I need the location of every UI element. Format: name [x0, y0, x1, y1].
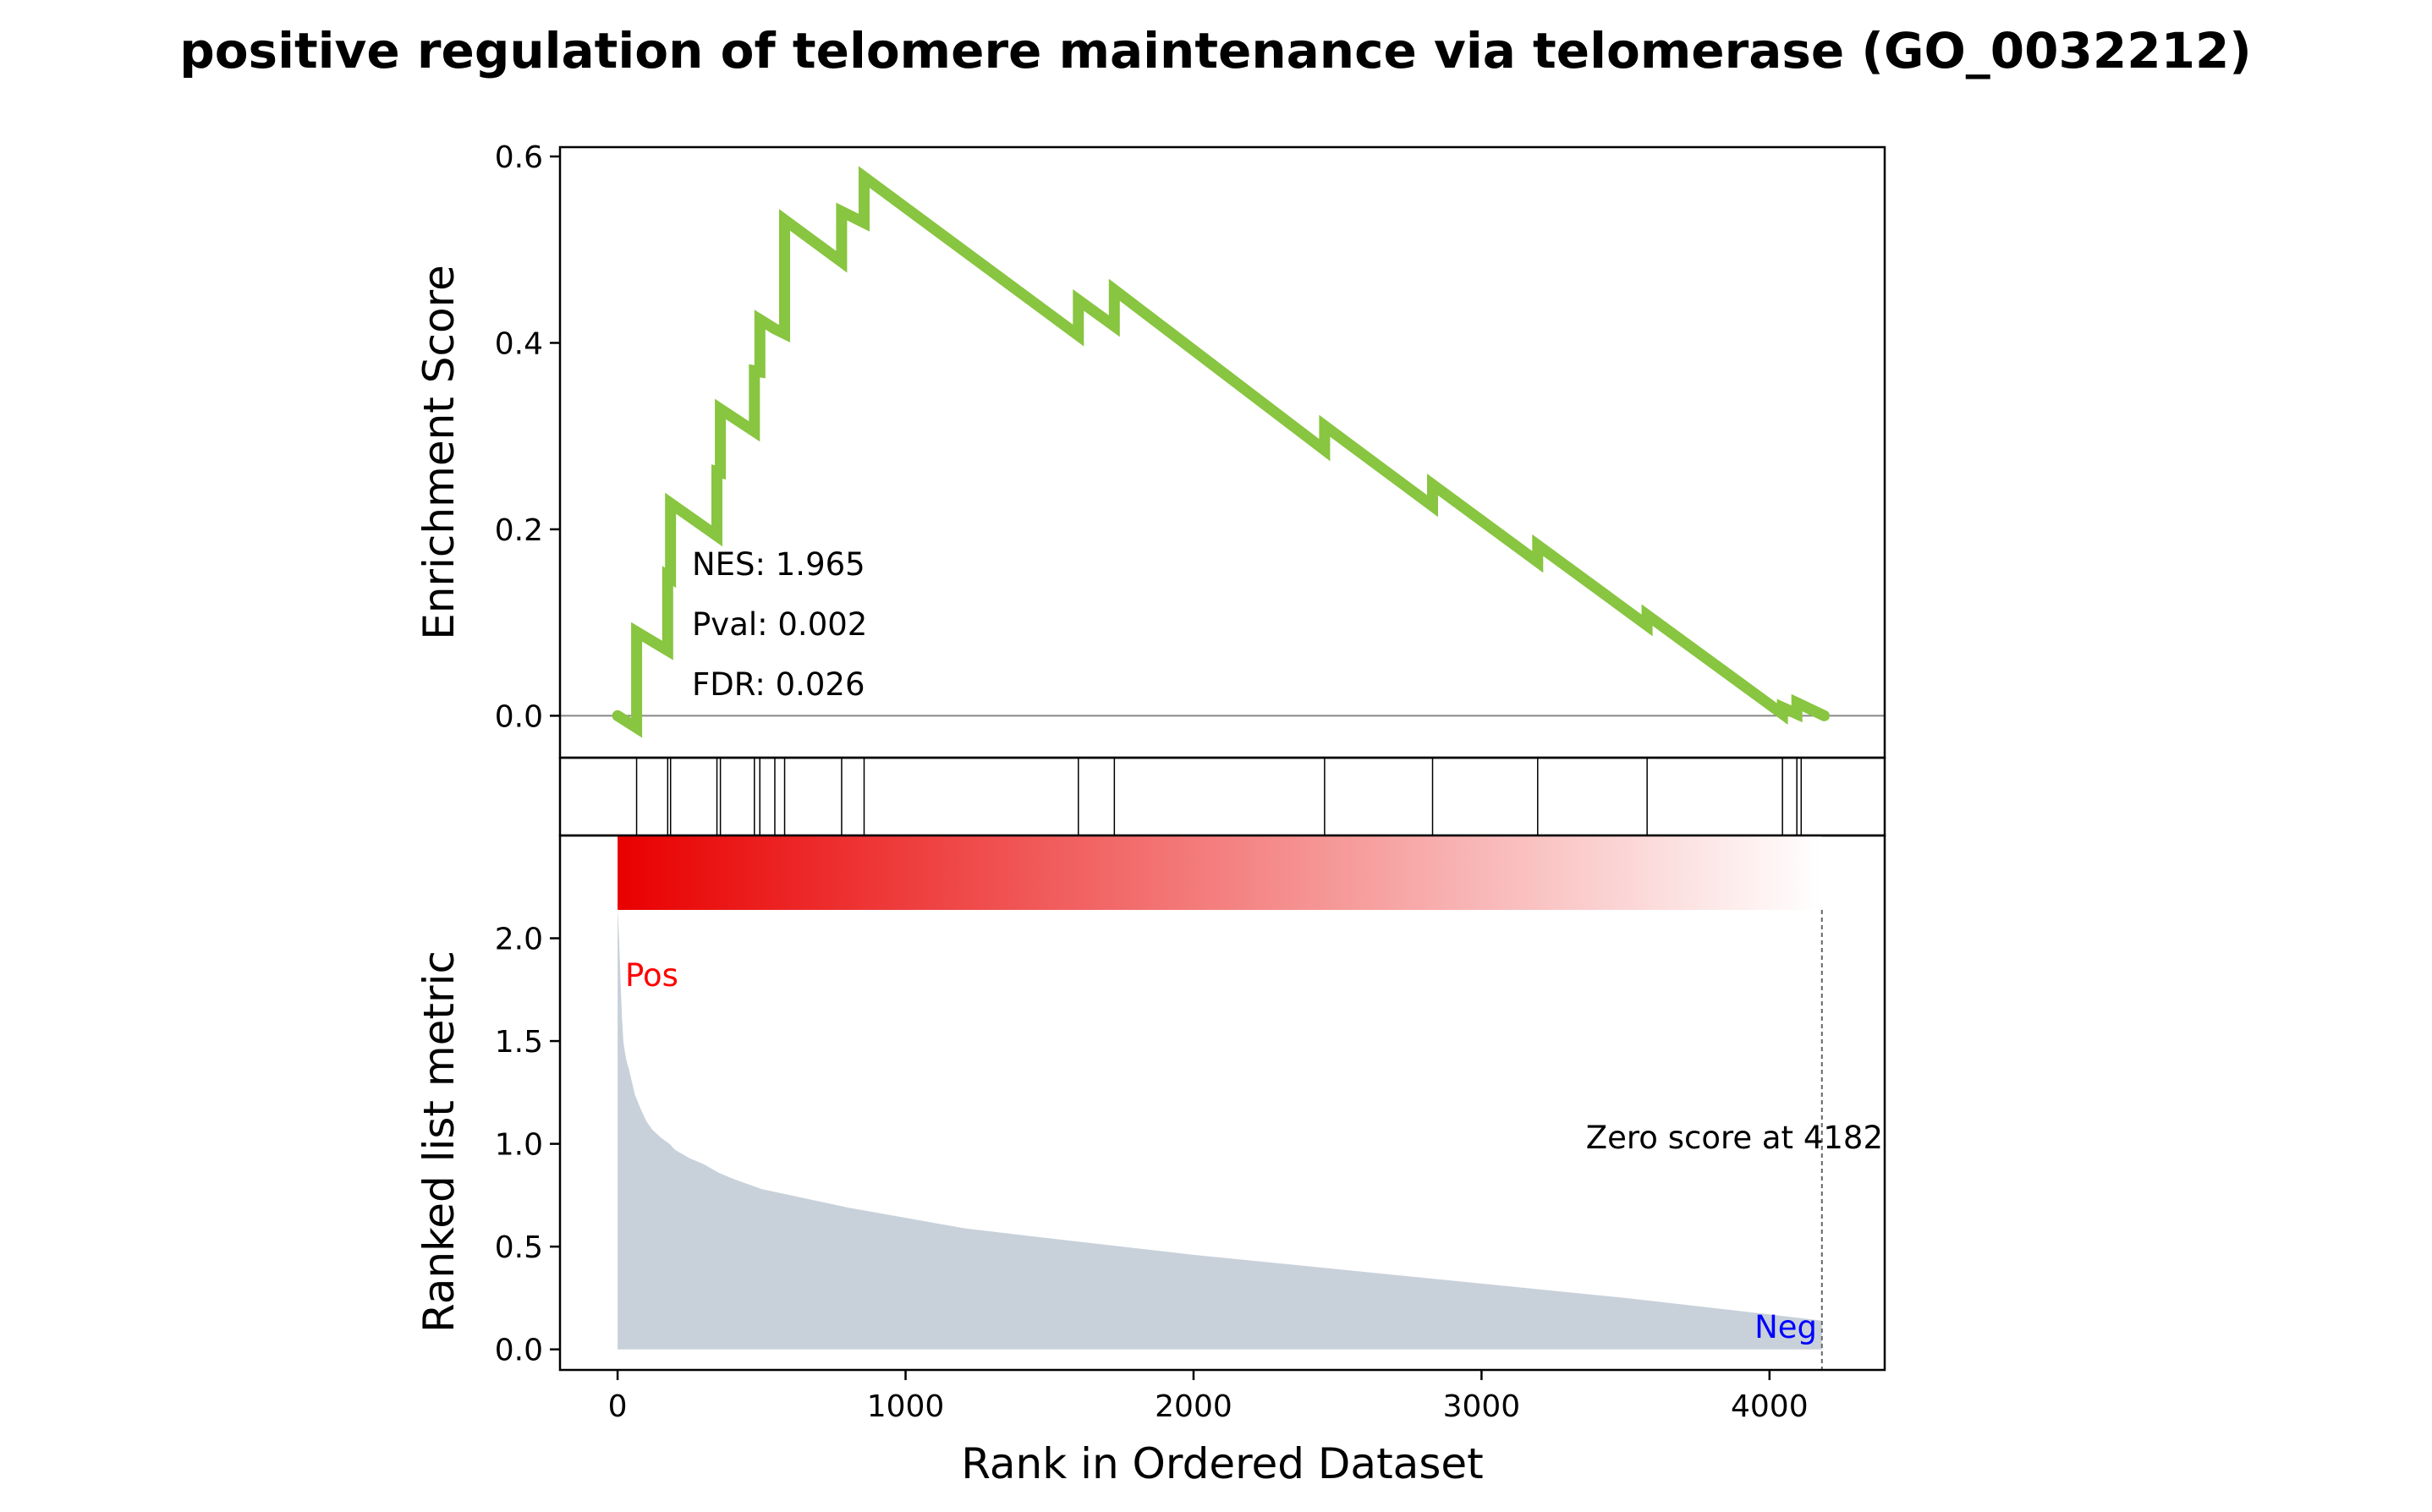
enrichment-y-label: Enrichment Score — [414, 265, 464, 640]
x-tick-label: 2000 — [1155, 1389, 1232, 1424]
neg-label: Neg — [1754, 1309, 1817, 1345]
rank-colorbar — [618, 835, 1822, 910]
x-tick-label: 0 — [608, 1389, 628, 1424]
enrichment-score-line — [612, 166, 1830, 738]
y-tick-label: 0.0 — [495, 699, 543, 734]
metric-plot-frame — [558, 834, 1886, 1372]
pos-label: Pos — [625, 957, 678, 994]
hits-panel — [558, 756, 1886, 837]
y-tick-label: 1.0 — [495, 1128, 543, 1163]
y-tick-label: 2.0 — [495, 923, 543, 957]
gene-hit-markers — [635, 758, 1803, 835]
metric-y-ticks: 0.0 0.5 1.0 1.5 2.0 — [495, 923, 560, 1368]
y-tick-label: 0.2 — [495, 513, 543, 548]
hits-plot-frame — [558, 756, 1886, 837]
x-tick-label: 1000 — [867, 1389, 945, 1424]
y-tick-label: 0.4 — [495, 326, 543, 361]
fdr-label: FDR: 0.026 — [692, 666, 865, 703]
y-tick-label: 0.5 — [495, 1230, 543, 1265]
pval-label: Pval: 0.002 — [692, 606, 867, 643]
nes-label: NES: 1.965 — [692, 546, 865, 583]
y-tick-label: 1.5 — [495, 1025, 543, 1060]
x-axis-label: Rank in Ordered Dataset — [961, 1439, 1483, 1488]
x-tick-label: 4000 — [1731, 1389, 1809, 1424]
ranked-metric-area — [618, 907, 1822, 1350]
metric-y-label: Ranked list metric — [414, 950, 464, 1333]
chart-title: positive regulation of telomere maintena… — [179, 22, 2252, 79]
ranked-metric-panel: 0.0 0.5 1.0 1.5 2.0 0 1000 2000 3000 4000 Pos Ne… — [414, 834, 1886, 1488]
y-tick-label: 0.6 — [495, 140, 543, 175]
enrichment-panel: 0.0 0.2 0.4 0.6 NES: 1.965 Pval: 0.002 FDR:… — [414, 140, 1886, 759]
y-tick-label: 0.0 — [495, 1334, 543, 1368]
metric-x-ticks: 0 1000 2000 3000 4000 — [608, 1370, 1809, 1424]
x-tick-label: 3000 — [1443, 1389, 1521, 1424]
zero-score-label: Zero score at 4182 — [1586, 1120, 1883, 1156]
enrichment-y-ticks: 0.0 0.2 0.4 0.6 — [495, 140, 560, 734]
